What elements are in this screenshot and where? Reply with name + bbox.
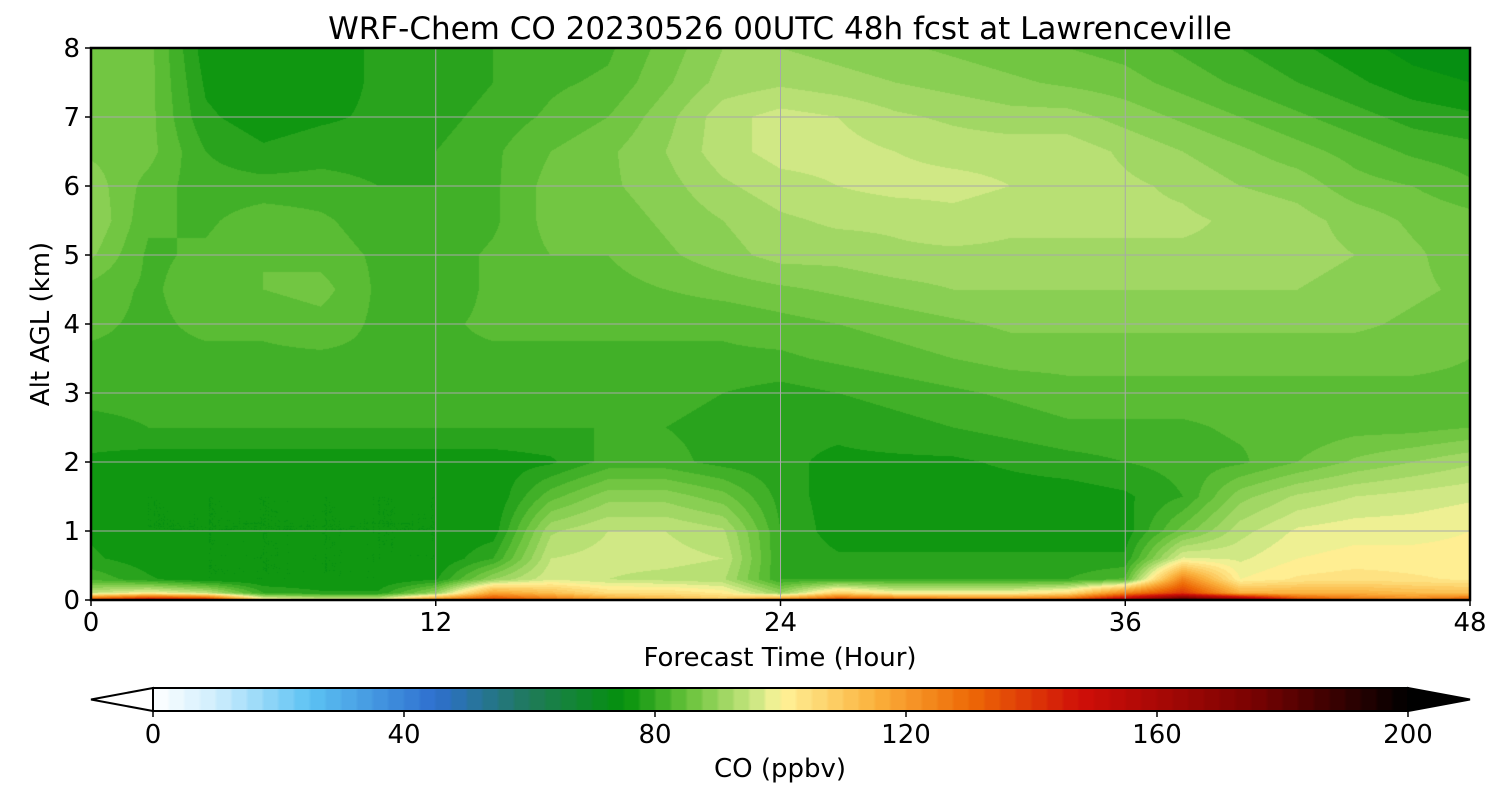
colorbar-gradient bbox=[153, 688, 1408, 711]
y-tick-label: 6 bbox=[63, 172, 80, 202]
colorbar-tick-label: 160 bbox=[1132, 720, 1182, 750]
y-axis-label: Alt AGL (km) bbox=[26, 242, 56, 406]
colorbar-extend-max bbox=[1407, 686, 1471, 713]
y-tick-label: 4 bbox=[63, 310, 80, 340]
colorbar-tick-label: 0 bbox=[145, 720, 162, 750]
y-tick-label: 1 bbox=[63, 517, 80, 547]
y-tick-label: 7 bbox=[63, 103, 80, 133]
colorbar-tick-label: 80 bbox=[638, 720, 671, 750]
y-tick-label: 2 bbox=[63, 448, 80, 478]
y-tick-label: 3 bbox=[63, 379, 80, 409]
x-tick-label: 36 bbox=[1109, 608, 1142, 638]
y-axis-ticks: 0 1 2 3 4 5 6 7 8 bbox=[63, 34, 91, 616]
x-axis-ticks: 0 12 24 36 48 bbox=[83, 600, 1487, 638]
colorbar-tick-label: 120 bbox=[881, 720, 931, 750]
colorbar-tick-label: 200 bbox=[1383, 720, 1433, 750]
x-tick-label: 12 bbox=[419, 608, 452, 638]
x-tick-label: 24 bbox=[764, 608, 797, 638]
colorbar-frame bbox=[152, 687, 1409, 712]
colorbar-extend-min bbox=[90, 686, 154, 713]
colorbar: 0 40 80 120 160 200 CO (ppbv) bbox=[90, 686, 1471, 784]
colorbar-label: CO (ppbv) bbox=[714, 754, 846, 784]
x-tick-label: 48 bbox=[1453, 608, 1486, 638]
grid-lines bbox=[91, 48, 1470, 600]
y-tick-label: 8 bbox=[63, 34, 80, 64]
x-axis-label: Forecast Time (Hour) bbox=[643, 643, 916, 673]
colorbar-ticks: 0 40 80 120 160 200 bbox=[145, 711, 1433, 750]
colorbar-tick-label: 40 bbox=[387, 720, 420, 750]
y-tick-label: 0 bbox=[63, 586, 80, 616]
x-tick-label: 0 bbox=[83, 608, 100, 638]
y-tick-label: 5 bbox=[63, 241, 80, 271]
chart-title: WRF-Chem CO 20230526 00UTC 48h fcst at L… bbox=[328, 11, 1232, 47]
